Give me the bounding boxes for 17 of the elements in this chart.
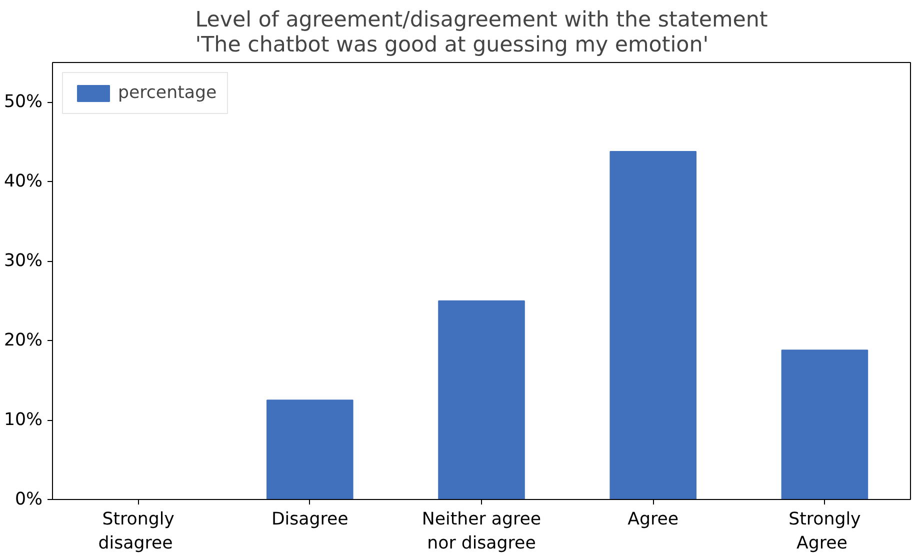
y-tick-label: 0% — [15, 490, 43, 510]
x-tick-label: Strongly disagree — [98, 510, 174, 554]
y-tick-label: 50% — [4, 92, 42, 112]
x-tick-label: Disagree — [271, 510, 348, 530]
chart-title: Level of agreement/disagreement with the statement 'The chatbot was good at guessing my emotion' — [195, 8, 768, 58]
y-tick-label: 40% — [4, 172, 42, 192]
bar — [438, 300, 525, 500]
x-tick-label: Strongly Agree — [788, 510, 861, 554]
bar — [610, 150, 696, 500]
x-tick-label: Agree — [628, 510, 679, 530]
legend-label: percentage — [118, 83, 217, 103]
x-tick-label: Neither agree nor disagree — [422, 510, 542, 554]
y-tick-label: 20% — [4, 330, 42, 351]
y-tick-label: 10% — [4, 410, 42, 430]
bar — [266, 400, 354, 500]
y-tick-label: 30% — [4, 251, 42, 272]
bar — [781, 350, 868, 500]
